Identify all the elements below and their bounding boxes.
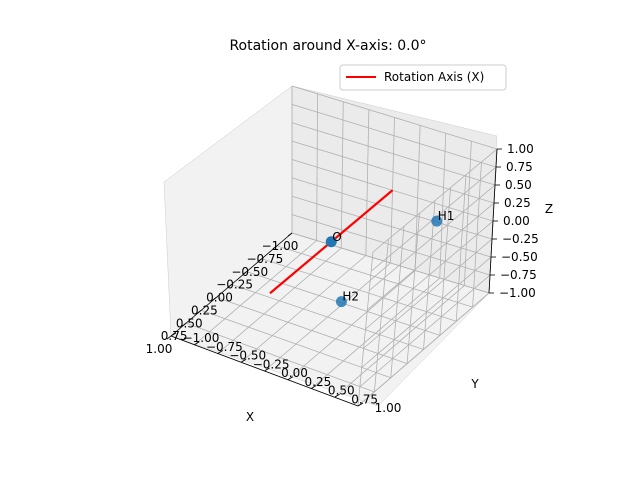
x-tick-label: −0.75 <box>246 252 283 266</box>
z-tick-label: −1.00 <box>499 286 536 300</box>
y-grid-line <box>194 93 319 346</box>
z-axis-label: Z <box>545 202 553 216</box>
chart-title: Rotation around X-axis: 0.0° <box>229 38 426 54</box>
x-tick-label: 0.50 <box>176 316 203 330</box>
x-tick-mark <box>197 309 202 314</box>
z-tick-label: 0.50 <box>505 178 532 192</box>
y-axis-label: Y <box>470 377 479 391</box>
x-tick-label: 0.75 <box>161 329 188 343</box>
y-tick-label: 0.25 <box>305 375 332 389</box>
y-tick-label: 0.50 <box>328 384 355 398</box>
z-tick-label: 1.00 <box>507 142 534 156</box>
z-tick-label: −0.75 <box>500 268 537 282</box>
tick-labels: −1.00−1.00−1.00−0.75−0.75−0.75−0.50−0.50… <box>146 142 539 415</box>
y-tick-mark <box>170 332 177 337</box>
atom-point <box>431 215 443 227</box>
atom-point <box>325 236 337 248</box>
y-tick-mark <box>287 376 294 381</box>
z-tick-label: −0.25 <box>502 232 539 246</box>
y-tick-label: −0.50 <box>229 349 266 363</box>
y-grid-line <box>264 117 395 372</box>
y-tick-mark <box>334 393 340 398</box>
z-tick-label: −0.50 <box>501 250 538 264</box>
data-layer: O H1 H2 <box>269 189 455 308</box>
legend-label: Rotation Axis (X) <box>384 70 484 84</box>
y-tick-label: −1.00 <box>183 331 220 345</box>
z-tick-label: 0.75 <box>506 160 533 174</box>
x-axis-label: X <box>246 410 254 424</box>
y-tick-label: −0.75 <box>206 340 243 354</box>
y-tick-label: 0.75 <box>351 392 378 406</box>
z-tick-label: 0.25 <box>504 196 531 210</box>
x-tick-label: −1.00 <box>262 239 299 253</box>
grid-lines <box>170 85 498 407</box>
legend-box <box>339 64 507 91</box>
legend: Rotation Axis (X) <box>339 64 507 91</box>
x-tick-label: 0.00 <box>206 291 233 305</box>
x-tick-mark <box>287 232 293 237</box>
y-tick-mark <box>357 402 364 407</box>
axis-lines <box>166 148 502 407</box>
x-tick-mark <box>242 271 247 275</box>
x-tick-label: 1.00 <box>146 342 173 356</box>
y-grid-line <box>217 101 344 354</box>
atom-label: H1 <box>438 209 455 223</box>
x-tick-mark <box>166 335 172 340</box>
y-tick-mark <box>194 341 200 346</box>
atom-label: O <box>332 230 341 244</box>
atom-label: H2 <box>342 290 359 304</box>
y-tick-mark <box>217 350 223 354</box>
y-tick-label: 1.00 <box>375 401 402 415</box>
x-tick-mark <box>257 258 262 263</box>
y-tick-label: 0.00 <box>281 366 308 380</box>
x-tick-label: −0.25 <box>216 278 253 292</box>
x-tick-mark <box>272 245 278 250</box>
x-tick-mark <box>227 284 232 288</box>
y-tick-mark <box>311 385 317 389</box>
x-tick-label: −0.50 <box>231 265 268 279</box>
y-grid-line <box>310 133 447 389</box>
atom-point <box>335 296 347 308</box>
x-tick-mark <box>212 297 217 301</box>
z-tick-label: 0.00 <box>503 214 530 228</box>
y-grid-line <box>240 109 370 363</box>
y-tick-mark <box>264 367 270 372</box>
y-tick-mark <box>240 358 247 363</box>
x-tick-label: 0.25 <box>191 303 218 317</box>
x-tick-mark <box>181 322 187 327</box>
y-tick-label: −0.25 <box>253 357 290 371</box>
y-grid-line <box>287 125 421 381</box>
